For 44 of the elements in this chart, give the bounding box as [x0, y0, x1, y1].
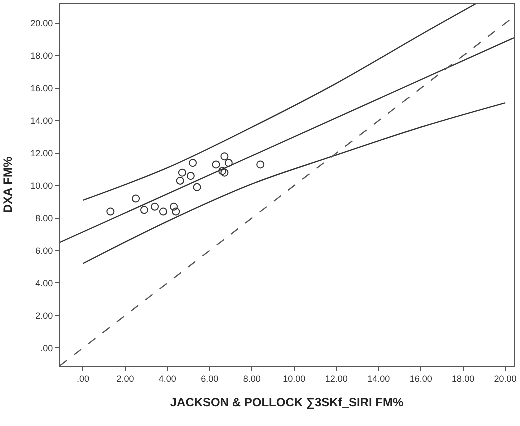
point [132, 194, 140, 203]
point [256, 160, 265, 169]
point [212, 160, 220, 169]
x-tick-label: 4.00 [158, 374, 176, 384]
point [159, 208, 168, 216]
x-tick-label: 14.00 [368, 374, 390, 384]
y-tick-label: 18.00 [30, 51, 54, 62]
point [178, 168, 186, 177]
point [224, 159, 233, 168]
line-series [82, 102, 506, 264]
line-series [82, 4, 477, 202]
y-tick-label: 16.00 [30, 84, 54, 94]
y-tick-label: 6.00 [36, 246, 54, 256]
y-tick-label: .00 [40, 343, 54, 354]
y-tick-label: 10.00 [30, 180, 54, 191]
point [193, 183, 202, 192]
point [140, 206, 148, 214]
point [170, 202, 178, 211]
x-tick-label: 6.00 [201, 374, 219, 384]
x-tick-label: 20.00 [494, 374, 517, 384]
x-tick-label: 18.00 [452, 374, 475, 384]
x-tick-label: 8.00 [243, 374, 261, 384]
x-tick-label: 16.00 [410, 374, 432, 384]
y-axis-title: DXA FM% [0, 156, 15, 214]
y-tick-label: 2.00 [36, 310, 54, 321]
x-axis-title: JACKSON & POLLOCK ∑3SKf_SIRI FM% [170, 396, 404, 410]
point [172, 208, 180, 216]
point [218, 167, 227, 176]
y-tick-label: 12.00 [30, 148, 54, 158]
point [189, 159, 198, 168]
point [220, 152, 229, 161]
y-tick-label: 20.00 [30, 18, 54, 29]
x-tick-label: 2.00 [116, 374, 134, 384]
point [220, 168, 229, 177]
x-tick-label: 12.00 [325, 374, 348, 384]
y-tick-label: 14.00 [30, 116, 54, 126]
point [176, 176, 184, 185]
point [106, 208, 115, 216]
y-tick-label: 4.00 [36, 278, 54, 288]
y-tick-label: 8.00 [36, 213, 54, 224]
point [151, 202, 160, 211]
x-tick-label: .00 [76, 374, 90, 384]
point [186, 172, 195, 180]
x-tick-label: 10.00 [283, 374, 306, 384]
